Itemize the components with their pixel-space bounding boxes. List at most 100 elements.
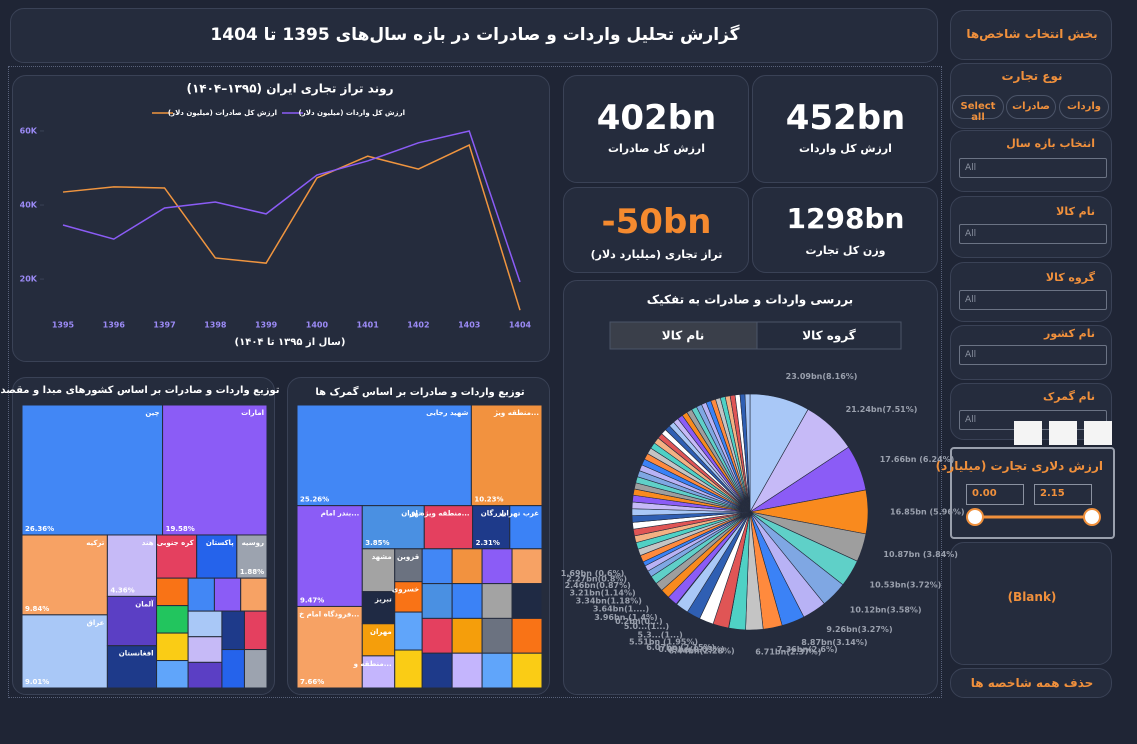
treemap-tile <box>243 610 268 651</box>
treemap-tile <box>481 617 513 654</box>
header-panel: گزارش تحلیل واردات و صادرات در بازه سال‌… <box>10 8 938 63</box>
treemap-tile <box>196 534 238 579</box>
tile-label: شهید رجایی <box>426 409 468 417</box>
treemap-tile <box>21 614 108 689</box>
dropdown[interactable]: All <box>959 345 1107 365</box>
data-label: 23.09bn(8.16%) <box>786 372 858 381</box>
range-handle[interactable] <box>1083 508 1101 526</box>
data-label: 10.12bn(3.58%) <box>850 606 922 615</box>
treemap-tile <box>162 404 268 536</box>
treemap-tile <box>509 505 543 550</box>
tab[interactable] <box>756 321 902 350</box>
filter-icon[interactable] <box>1014 421 1042 445</box>
tile-label: مهران <box>370 628 392 636</box>
treemap-tile <box>156 632 189 662</box>
option-button[interactable]: صادرات <box>1006 95 1056 119</box>
line-panel <box>12 75 550 362</box>
chart-title: توزیع واردات و صادرات بر اساس کشورهای مب… <box>0 385 279 396</box>
tile-label: امارات <box>241 409 264 417</box>
dropdown[interactable]: All <box>959 158 1107 178</box>
kpi-label: ارزش کل واردات <box>799 142 892 155</box>
kpi-card: 452bn ارزش کل واردات <box>752 75 938 183</box>
treemap-tile <box>394 649 423 689</box>
option-button[interactable]: واردات <box>1059 95 1109 119</box>
treemap-tile <box>156 534 198 579</box>
tile-label: چین <box>145 409 159 417</box>
tile-label: منطقه و... <box>353 660 392 668</box>
data-label: 3.21bn(1.14%) <box>569 588 635 597</box>
treemap-tile <box>221 649 245 689</box>
treemap-tile <box>296 404 472 507</box>
range-handle[interactable] <box>966 508 984 526</box>
data-label: 3.96bn (1.4%) <box>594 613 657 622</box>
data-label: 6.71bn(2.37%) <box>755 647 821 656</box>
treemap-tile <box>421 617 453 654</box>
treemap-tile <box>394 548 423 583</box>
dropdown-slicer: انتخاب بازه سال All <box>950 130 1112 192</box>
kpi-card: -50bn تراز تجاری (میلیارد دلار) <box>563 187 749 273</box>
kpi-label: ارزش کل صادرات <box>607 142 706 155</box>
tile-label: ترکیه <box>86 539 105 547</box>
kpi-value: -50bn <box>601 202 712 242</box>
treemap-tile <box>481 583 513 619</box>
x-tick-label: 1402 <box>407 321 429 330</box>
more-icon[interactable] <box>1084 421 1112 445</box>
treemap-tile <box>481 548 513 585</box>
slicer-label: نام کالا <box>1056 205 1095 218</box>
range-max[interactable]: 2.15 <box>1034 484 1092 505</box>
treemap-tile <box>243 649 268 689</box>
treemap-tile <box>187 577 215 612</box>
slicer-label: گروه کالا <box>1045 271 1095 284</box>
treemap-tile <box>394 581 423 613</box>
chart-title: توزیع واردات و صادرات بر اساس گمرک ها <box>315 385 524 398</box>
treemap-tile <box>106 645 158 689</box>
dropdown[interactable]: All <box>959 290 1107 310</box>
slicer-title: بخش انتخاب شاخص‌ها <box>966 27 1098 41</box>
tile-value: 4.36% <box>110 586 134 594</box>
tile-value: 3.85% <box>365 539 389 547</box>
treemap-tile <box>296 505 363 607</box>
kpi-value: 452bn <box>785 98 906 138</box>
data-label: 21.24bn(7.51%) <box>846 405 918 414</box>
treemap-tile <box>240 577 268 612</box>
treemap-tile <box>423 505 474 550</box>
tile-value: 1.88% <box>240 568 264 576</box>
tile-label: افغانستان <box>119 650 154 658</box>
treemap-tile <box>394 611 423 651</box>
option-button[interactable]: Select all <box>952 95 1004 123</box>
dropdown[interactable]: All <box>959 224 1107 244</box>
tile-label: تهران <box>401 510 421 518</box>
tile-label: کره جنوبی <box>157 539 195 547</box>
dropdown-slicer: نام کالا All <box>950 196 1112 258</box>
treemap-tile <box>156 660 189 689</box>
treemap-tile <box>451 548 483 585</box>
tab-label: گروه کالا <box>802 329 856 344</box>
tab-label: نام کالا <box>662 329 704 344</box>
treemap-tile <box>187 610 223 638</box>
x-tick-label: 1397 <box>153 321 175 330</box>
tile-label: آلمان <box>135 599 154 608</box>
dropdown-slicer: گروه کالا All <box>950 262 1112 322</box>
treemap-tile <box>21 404 164 536</box>
blank-text: (Blank) <box>1007 590 1057 604</box>
kpi-card: 402bn ارزش کل صادرات <box>563 75 749 183</box>
x-tick-label: 1403 <box>458 321 480 330</box>
tile-value: 9.84% <box>25 605 49 613</box>
range-min[interactable]: 0.00 <box>966 484 1024 505</box>
line-series <box>62 143 521 311</box>
data-label: 7.36bn(2.6%) <box>777 645 838 654</box>
focus-icon[interactable] <box>1049 421 1077 445</box>
tile-label: تبریز <box>374 596 392 604</box>
treemap-tile <box>511 548 543 585</box>
x-tick-label: 1401 <box>357 321 380 330</box>
clear-button[interactable]: حذف همه شاخصه ها <box>950 668 1112 698</box>
kpi-value: 1298bn <box>786 202 905 235</box>
tab[interactable] <box>609 321 758 350</box>
treemap-tile <box>361 548 396 593</box>
data-label: 1.69bn (0.6%) <box>561 569 624 578</box>
treemap-tile <box>472 505 511 550</box>
tile-label: بندر امام... <box>321 510 359 518</box>
kpi-value: 402bn <box>596 98 717 138</box>
trade-type-slicer: نوع تجارت واردات صادرات Select all <box>950 63 1112 129</box>
